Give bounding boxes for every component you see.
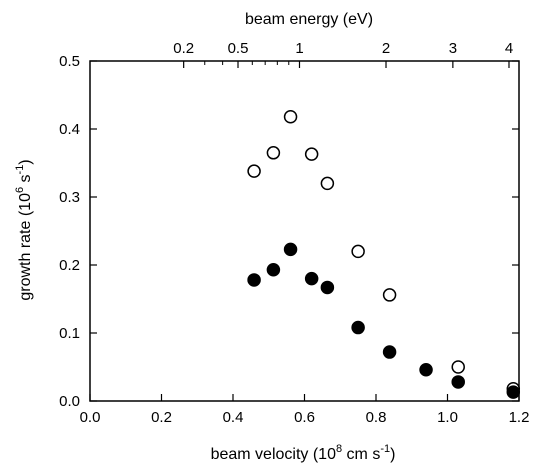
y-axis-title: growth rate (106 s-1) bbox=[14, 159, 34, 300]
data-point-filled bbox=[351, 320, 365, 335]
top-axis-title: beam energy (eV) bbox=[245, 11, 373, 28]
x-tick-label: 0.6 bbox=[294, 409, 315, 426]
x-tick-label: 0.0 bbox=[80, 409, 101, 426]
x-tick-label: 1.0 bbox=[437, 409, 458, 426]
x-tick-label: 1.2 bbox=[509, 409, 530, 426]
data-point-filled bbox=[382, 345, 397, 359]
data-point-open bbox=[247, 164, 261, 178]
top-tick-label: 0.2 bbox=[173, 40, 194, 57]
data-point-filled bbox=[451, 375, 465, 389]
x-tick-label: 0.8 bbox=[366, 409, 387, 426]
y-tick-label: 0.2 bbox=[59, 257, 80, 274]
data-point-open bbox=[320, 176, 335, 191]
y-tick-label: 0.4 bbox=[59, 121, 80, 138]
top-tick-label: 4 bbox=[505, 40, 513, 57]
data-point-open bbox=[451, 360, 465, 374]
data-point-filled bbox=[506, 385, 521, 399]
data-point-filled bbox=[419, 362, 433, 377]
y-tick-label: 0.5 bbox=[59, 53, 80, 70]
x-tick-label: 0.2 bbox=[151, 409, 172, 426]
x-axis-title: beam velocity (108 cm s-1) bbox=[211, 443, 396, 463]
data-point-filled bbox=[247, 273, 261, 287]
data-point-open bbox=[304, 147, 319, 161]
top-tick-label: 0.5 bbox=[228, 40, 249, 57]
data-point-open bbox=[283, 110, 298, 124]
y-tick-label: 0.3 bbox=[59, 189, 80, 206]
top-tick-label: 3 bbox=[449, 40, 457, 57]
y-tick-label: 0.0 bbox=[59, 393, 80, 410]
marks: 0.0 0.2 0.4 0.6 0.8 1.0 1.2 0.0 0.1 0.2 0.3 0.4 0.5 0… bbox=[59, 40, 529, 426]
data-point-filled bbox=[283, 242, 298, 257]
data-point-filled bbox=[320, 280, 335, 295]
y-tick-label: 0.1 bbox=[59, 325, 80, 342]
plot-frame bbox=[89, 60, 520, 402]
data-point-filled bbox=[266, 263, 281, 277]
data-point-open bbox=[382, 288, 397, 302]
x-tick-label: 0.4 bbox=[223, 409, 244, 426]
top-tick-label: 1 bbox=[295, 40, 303, 57]
data-point-open bbox=[266, 146, 281, 160]
data-point-filled bbox=[304, 271, 319, 286]
top-tick-label: 2 bbox=[382, 40, 390, 57]
data-point-open bbox=[351, 244, 365, 259]
